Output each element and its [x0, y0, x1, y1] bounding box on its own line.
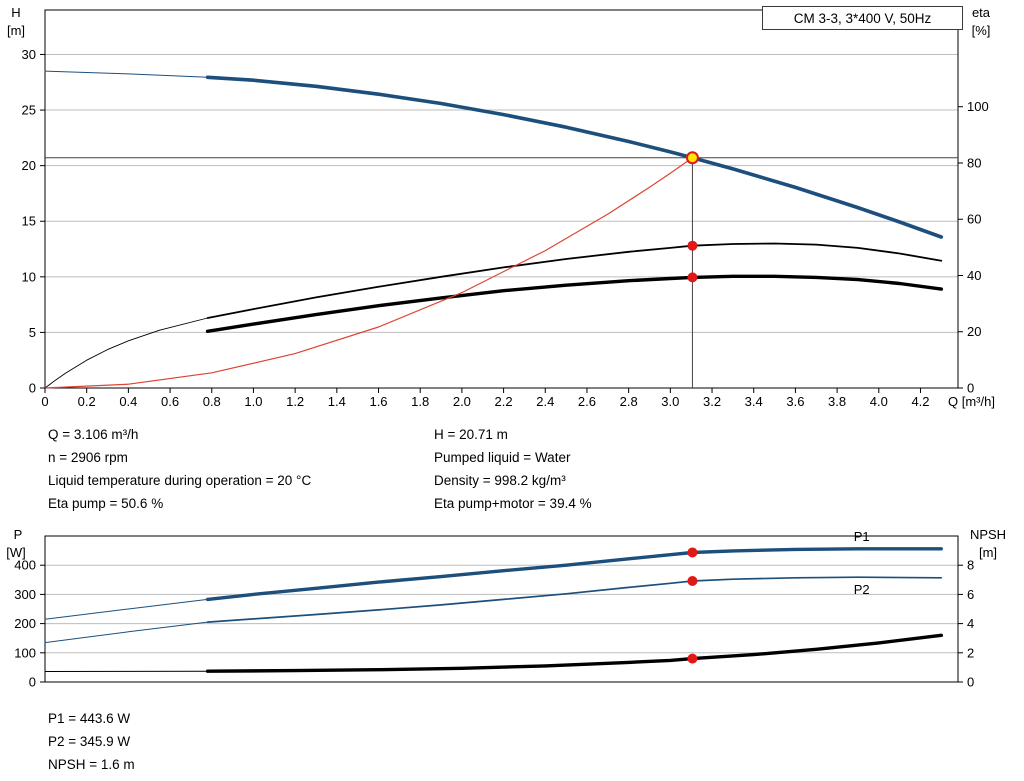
y-left-tick-label: 0 [29, 675, 36, 690]
y-right-tick-label: 40 [967, 268, 981, 283]
y-right-tick-label: 8 [967, 558, 974, 573]
info-line-eta-pump: Eta pump = 50.6 % [48, 496, 164, 511]
y-right-tick-label: 6 [967, 587, 974, 602]
power-npsh-chart: 0 100 200 300 400 0 2 4 6 8 P [W] NPSH [m] P1 P2 [6, 527, 1006, 690]
duty-info-right: H = 20.71 m Pumped liquid = Water Densit… [434, 423, 592, 515]
x-tick-label: 2.2 [495, 394, 513, 409]
series-duty-dot [687, 653, 698, 664]
y-left-tick-label: 15 [22, 214, 36, 229]
x-tick-label: 2.0 [453, 394, 471, 409]
x-tick-label: 1.2 [286, 394, 304, 409]
info-line-speed: n = 2906 rpm [48, 450, 128, 465]
p1-curve [205, 547, 943, 602]
y-left-tick-label: 100 [14, 645, 36, 660]
x-tick-label: 1.4 [328, 394, 346, 409]
info-line-flow: Q = 3.106 m³/h [48, 427, 139, 442]
eta-pump-motor-curve [205, 274, 943, 333]
plot-frame [44, 9, 959, 389]
info-line-head: H = 20.71 m [434, 427, 508, 442]
axis-title: P [14, 527, 23, 542]
y-right-tick-label: 4 [967, 616, 974, 631]
x-tick-label: 0.8 [203, 394, 221, 409]
y-left-tick-label: 0 [29, 381, 36, 396]
y-right-tick-label: 2 [967, 645, 974, 660]
axis-title: [m] [7, 23, 25, 38]
duty-info-left: Q = 3.106 m³/h n = 2906 rpm Liquid tempe… [48, 423, 311, 515]
info-line-eta-pump-motor: Eta pump+motor = 39.4 % [434, 496, 592, 511]
info-line-liquid-temperature: Liquid temperature during operation = 20… [48, 473, 312, 488]
eta-pump-curve [206, 242, 943, 319]
info-line-p2: P2 = 345.9 W [48, 734, 131, 749]
y-left-tick-label: 400 [14, 558, 36, 573]
y-right-tick-label: 80 [967, 155, 981, 170]
series-duty-dot [687, 575, 698, 586]
head-curve [205, 75, 944, 239]
y-left-tick-label: 5 [29, 325, 36, 340]
x-tick-label: 3.2 [703, 394, 721, 409]
x-tick-label: 2.4 [536, 394, 554, 409]
y-right-tick-label: 0 [967, 381, 974, 396]
axis-title: eta [972, 5, 991, 20]
y-right-tick-label: 100 [967, 99, 989, 114]
head-lead-curve [44, 70, 209, 78]
p1-lead-curve [44, 598, 209, 620]
y-right-tick-label: 60 [967, 212, 981, 227]
y-left-tick-label: 200 [14, 616, 36, 631]
x-tick-label: 2.8 [620, 394, 638, 409]
series-duty-dot [687, 240, 698, 251]
y-left-tick-label: 300 [14, 587, 36, 602]
axis-title: H [11, 5, 20, 20]
info-line-npsh: NPSH = 1.6 m [48, 757, 135, 772]
info-line-p1: P1 = 443.6 W [48, 711, 131, 726]
axis-title: NPSH [970, 527, 1006, 542]
y-left-tick-label: 25 [22, 103, 36, 118]
y-left-tick-label: 10 [22, 269, 36, 284]
series-duty-dot [687, 272, 698, 283]
series-duty-dot [687, 547, 698, 558]
duty-point-marker [685, 151, 699, 165]
info-line-pumped-liquid: Pumped liquid = Water [434, 450, 571, 465]
x-tick-label: 3.4 [745, 394, 763, 409]
axis-title: [%] [972, 23, 991, 38]
y-left-tick-label: 30 [22, 47, 36, 62]
head-efficiency-chart: 0 5 10 15 20 25 30 0 20 40 60 80 100 0 0.2 0.4 0.6 0.8 1.0… [7, 5, 995, 409]
x-tick-label: 3.6 [786, 394, 804, 409]
x-axis-title: Q [m³/h] [948, 394, 995, 409]
x-tick-label: 3.8 [828, 394, 846, 409]
p1-curve-label: P1 [854, 529, 870, 544]
power-info: P1 = 443.6 W P2 = 345.9 W NPSH = 1.6 m [48, 707, 135, 776]
pump-model-box: CM 3-3, 3*400 V, 50Hz [762, 6, 963, 30]
axis-title: [W] [6, 545, 26, 560]
p2-curve-label: P2 [854, 582, 870, 597]
x-tick-label: 3.0 [661, 394, 679, 409]
x-tick-label: 1.8 [411, 394, 429, 409]
x-tick-label: 1.6 [369, 394, 387, 409]
x-tick-label: 4.2 [911, 394, 929, 409]
system-curve-curve [44, 157, 694, 389]
x-tick-label: 4.0 [870, 394, 888, 409]
y-right-tick-label: 0 [967, 675, 974, 690]
info-line-density: Density = 998.2 kg/m³ [434, 473, 566, 488]
y-left-tick-label: 20 [22, 158, 36, 173]
x-tick-label: 0.4 [119, 394, 137, 409]
x-tick-label: 0 [41, 394, 48, 409]
y-right-tick-label: 20 [967, 324, 981, 339]
x-tick-label: 2.6 [578, 394, 596, 409]
plot-frame [44, 535, 959, 683]
axis-title: [m] [979, 545, 997, 560]
eta-pump-lead-curve [44, 317, 209, 389]
npsh-curve [205, 633, 943, 673]
x-tick-label: 1.0 [244, 394, 262, 409]
p2-lead-curve [44, 621, 209, 644]
p2-curve [206, 576, 943, 623]
pump-model-label: CM 3-3, 3*400 V, 50Hz [793, 10, 932, 26]
x-tick-label: 0.6 [161, 394, 179, 409]
x-tick-label: 0.2 [78, 394, 96, 409]
